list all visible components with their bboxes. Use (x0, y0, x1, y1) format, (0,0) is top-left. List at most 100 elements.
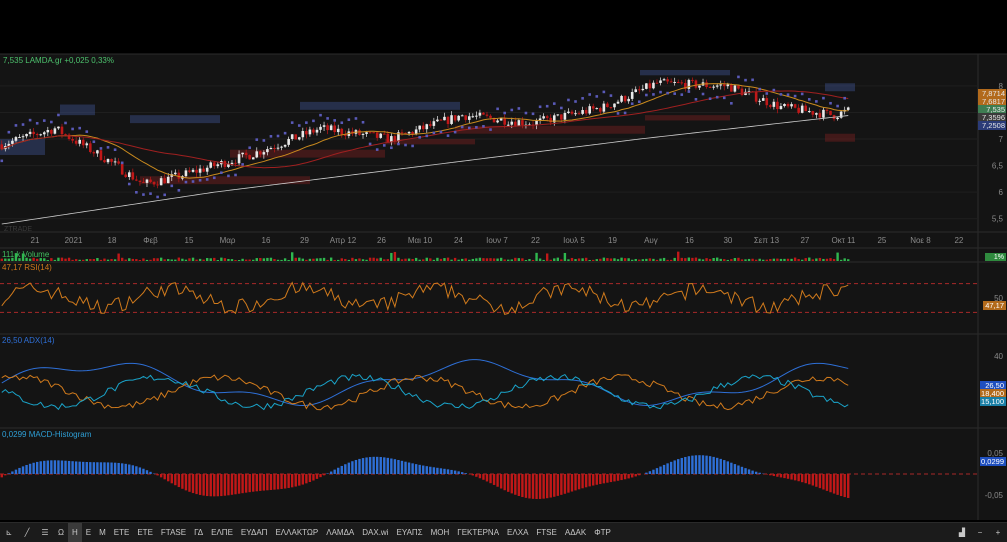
sar-dot (539, 105, 542, 108)
sar-dot (397, 143, 400, 146)
zoom-out-icon[interactable]: − (971, 523, 989, 542)
toolbar-item[interactable]: ΓΔ (190, 523, 207, 542)
macd-bar (461, 472, 463, 474)
volume-bar (670, 260, 672, 261)
sar-dot (404, 144, 407, 147)
toolbar-item[interactable]: ΕΤΕ (110, 523, 134, 542)
volume-bar (415, 258, 417, 261)
candle-body (836, 118, 839, 119)
macd-bar (528, 474, 530, 498)
macd-bar (142, 469, 144, 474)
volume-bar (716, 258, 718, 261)
macd-bar (348, 463, 350, 474)
candle-body (734, 86, 737, 92)
macd-bar (220, 474, 222, 496)
candle-body (571, 112, 574, 114)
toolbar-item[interactable]: DAX.wi (358, 523, 392, 542)
toolbar-item[interactable]: ΜΟΗ (427, 523, 454, 542)
toolbar-item[interactable]: ΕΛΛΑΚΤΩΡ (271, 523, 322, 542)
candle-body (71, 139, 74, 141)
toolbar-item[interactable]: ΕΛΧΑ (503, 523, 532, 542)
macd-bar (571, 474, 573, 492)
macd-bar (440, 468, 442, 474)
volume-bar (588, 260, 590, 261)
candle-body (379, 134, 382, 138)
cursor-icon[interactable]: ⊾ (0, 523, 18, 542)
volume-bar (766, 260, 768, 261)
volume-bar (436, 258, 438, 261)
volume-bar (744, 259, 746, 261)
sar-dot (822, 97, 825, 100)
zoom-in-icon[interactable]: + (989, 523, 1007, 542)
candle-body (376, 132, 379, 138)
volume-bar (521, 258, 523, 261)
macd-bar (199, 474, 201, 495)
toolbar-item[interactable]: Η (68, 523, 82, 542)
sar-dot (348, 118, 351, 121)
sar-dot (546, 105, 549, 108)
macd-bar (514, 474, 516, 495)
xaxis-tick: 22 (954, 236, 963, 245)
macd-bar (256, 474, 258, 491)
toolbar-item[interactable]: ΕΛΠΕ (207, 523, 237, 542)
sar-dot (234, 174, 237, 177)
toolbar-item[interactable]: Ε (82, 523, 95, 542)
macd-bar (716, 458, 718, 474)
chart-canvas[interactable]: 87,576,565,57,87147,68177,5357,35967,250… (0, 0, 1007, 522)
macd-bar (411, 463, 413, 474)
macd-bar (54, 460, 56, 474)
candle-body (649, 83, 652, 88)
toolbar-item[interactable]: FTSE (532, 523, 560, 542)
volume-bar (341, 258, 343, 261)
volume-bar (741, 259, 743, 261)
toolbar-item[interactable]: Μ (95, 523, 110, 542)
macd-bar (418, 465, 420, 474)
macd-bar (539, 474, 541, 499)
toolbar-item[interactable]: ΕΥΔΑΠ (237, 523, 272, 542)
volume-bar (312, 259, 314, 261)
toolbar-item[interactable]: ΕΥΑΠΣ (392, 523, 426, 542)
candle-body (234, 163, 237, 164)
macd-bar (32, 463, 34, 474)
candle-body (475, 116, 478, 117)
candle-body (645, 83, 648, 89)
rsi-label: 47,17 RSI(14) (2, 263, 52, 272)
volume-bar (57, 258, 59, 261)
macd-bar (163, 474, 165, 479)
macd-bar (224, 474, 226, 496)
toolbar-item[interactable]: FTASE (157, 523, 190, 542)
toolbar-item[interactable]: Ω (54, 523, 68, 542)
volume-bar (316, 258, 318, 261)
draw-line-icon[interactable]: ╱ (18, 523, 36, 542)
toolbar-item[interactable]: ΛΑΜΔΑ (322, 523, 358, 542)
candle-body (273, 148, 276, 149)
volume-bar (139, 260, 141, 261)
sar-dot (8, 131, 11, 134)
candle-body (22, 136, 25, 137)
volume-bar (440, 259, 442, 261)
sar-dot (340, 121, 343, 124)
macd-bar (681, 458, 683, 474)
volume-bar (503, 259, 505, 261)
sar-dot (468, 127, 471, 130)
candle-body (578, 113, 581, 114)
toolbar-item[interactable]: ΑΔΑΚ (561, 523, 590, 542)
toolbar-item[interactable]: ΓΕΚΤΕΡΝΑ (453, 523, 503, 542)
toolbar-item[interactable]: ΦΤΡ (590, 523, 615, 542)
candle-body (507, 125, 510, 126)
candle-body (358, 130, 361, 135)
chart-type-icon[interactable]: ▟ (953, 523, 971, 542)
volume-bar (443, 258, 445, 261)
toolbar-item[interactable]: ΕΤΕ (133, 523, 157, 542)
sar-dot (192, 180, 195, 183)
volume-bar (734, 258, 736, 261)
volume-bar (110, 259, 112, 261)
candle-body (663, 79, 666, 80)
candle-body (599, 108, 602, 112)
volume-bar (681, 258, 683, 261)
sar-dot (433, 132, 436, 135)
volume-bar (54, 260, 56, 261)
volume-bar (596, 259, 598, 261)
list-icon[interactable]: ☰ (36, 523, 54, 542)
candle-body (209, 162, 212, 167)
